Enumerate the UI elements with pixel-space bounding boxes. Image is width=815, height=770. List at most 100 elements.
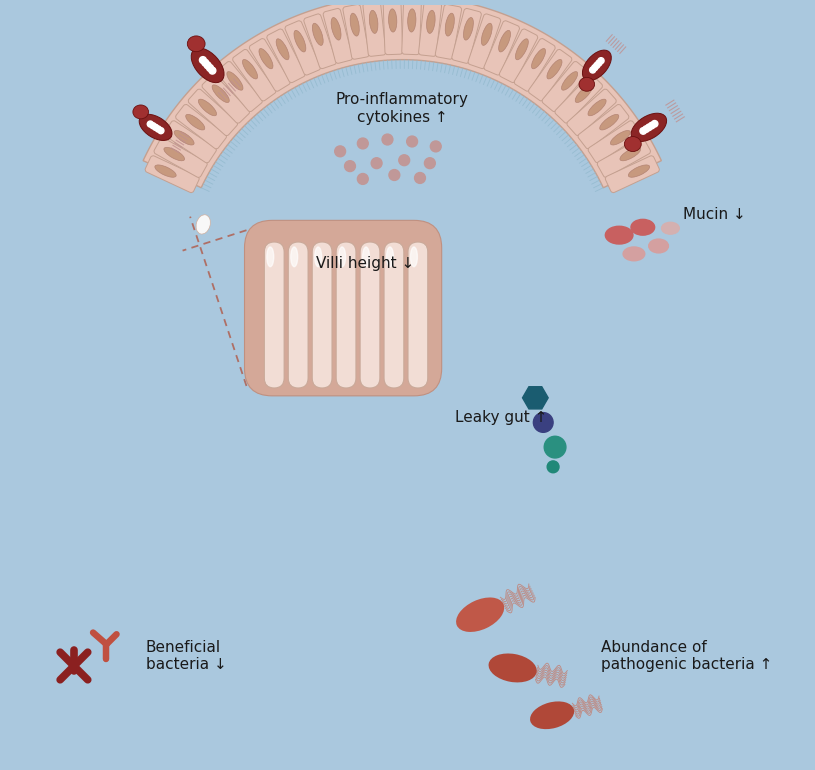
Circle shape — [544, 437, 566, 458]
FancyBboxPatch shape — [188, 89, 238, 136]
FancyBboxPatch shape — [419, 2, 442, 56]
FancyBboxPatch shape — [408, 242, 428, 388]
Ellipse shape — [575, 85, 593, 102]
Ellipse shape — [276, 38, 289, 60]
Ellipse shape — [628, 165, 650, 177]
Circle shape — [533, 413, 553, 432]
Circle shape — [645, 124, 652, 131]
Ellipse shape — [488, 654, 537, 682]
Ellipse shape — [600, 115, 619, 130]
Ellipse shape — [606, 226, 633, 244]
FancyBboxPatch shape — [484, 21, 519, 75]
Ellipse shape — [339, 247, 346, 266]
Polygon shape — [143, 0, 662, 188]
Circle shape — [152, 124, 159, 130]
Circle shape — [371, 158, 382, 169]
Ellipse shape — [499, 30, 510, 52]
FancyBboxPatch shape — [145, 156, 199, 192]
Ellipse shape — [350, 13, 359, 36]
FancyBboxPatch shape — [264, 242, 284, 388]
FancyBboxPatch shape — [500, 29, 538, 82]
FancyBboxPatch shape — [452, 8, 482, 63]
Circle shape — [640, 128, 646, 134]
Circle shape — [643, 126, 650, 132]
Circle shape — [399, 155, 410, 166]
Ellipse shape — [531, 49, 545, 69]
Ellipse shape — [331, 18, 341, 40]
Text: Leaky gut ↑: Leaky gut ↑ — [456, 410, 548, 425]
Ellipse shape — [139, 114, 172, 140]
Circle shape — [205, 62, 211, 69]
Circle shape — [158, 128, 164, 134]
Circle shape — [150, 122, 156, 129]
Circle shape — [425, 158, 435, 169]
Text: Beneficial
bacteria ↓: Beneficial bacteria ↓ — [146, 640, 227, 672]
Circle shape — [596, 60, 602, 66]
Ellipse shape — [196, 215, 210, 234]
Ellipse shape — [631, 219, 654, 235]
FancyBboxPatch shape — [360, 242, 380, 388]
Ellipse shape — [192, 48, 224, 82]
FancyBboxPatch shape — [578, 105, 629, 149]
Ellipse shape — [547, 59, 562, 79]
Ellipse shape — [583, 50, 611, 81]
FancyBboxPatch shape — [383, 1, 403, 55]
Text: Pro-inflammatory
cytokines ↑: Pro-inflammatory cytokines ↑ — [336, 92, 469, 125]
Ellipse shape — [530, 701, 574, 729]
Circle shape — [155, 126, 161, 132]
Circle shape — [202, 59, 209, 66]
Ellipse shape — [624, 136, 641, 152]
Circle shape — [649, 122, 655, 129]
Ellipse shape — [662, 223, 679, 234]
Ellipse shape — [426, 10, 435, 33]
FancyBboxPatch shape — [244, 220, 442, 396]
Circle shape — [589, 67, 596, 73]
FancyBboxPatch shape — [217, 62, 262, 112]
Ellipse shape — [562, 72, 578, 90]
Ellipse shape — [291, 247, 297, 266]
FancyBboxPatch shape — [154, 138, 207, 178]
FancyBboxPatch shape — [566, 89, 616, 136]
Ellipse shape — [445, 13, 454, 36]
Ellipse shape — [212, 85, 229, 102]
Ellipse shape — [649, 239, 668, 253]
Ellipse shape — [464, 18, 474, 40]
FancyBboxPatch shape — [542, 62, 588, 112]
Ellipse shape — [579, 77, 595, 91]
FancyBboxPatch shape — [588, 121, 641, 163]
Ellipse shape — [294, 30, 306, 52]
Circle shape — [206, 65, 214, 72]
FancyBboxPatch shape — [232, 49, 276, 101]
Circle shape — [430, 141, 441, 152]
Ellipse shape — [610, 130, 630, 145]
Ellipse shape — [588, 99, 606, 116]
Ellipse shape — [198, 99, 217, 116]
FancyBboxPatch shape — [514, 38, 555, 92]
Ellipse shape — [456, 598, 504, 632]
FancyBboxPatch shape — [312, 242, 332, 388]
FancyBboxPatch shape — [285, 21, 320, 75]
Ellipse shape — [187, 36, 205, 52]
FancyBboxPatch shape — [468, 14, 500, 69]
Ellipse shape — [515, 38, 528, 60]
Ellipse shape — [155, 165, 176, 177]
Circle shape — [547, 461, 559, 473]
FancyBboxPatch shape — [324, 8, 353, 63]
Ellipse shape — [389, 8, 397, 32]
FancyBboxPatch shape — [402, 1, 421, 55]
Circle shape — [415, 172, 425, 183]
FancyBboxPatch shape — [528, 49, 572, 101]
Ellipse shape — [315, 247, 322, 266]
Circle shape — [148, 121, 153, 127]
Text: Villi height ↓: Villi height ↓ — [315, 256, 414, 271]
FancyBboxPatch shape — [363, 2, 386, 56]
Ellipse shape — [631, 113, 667, 142]
Ellipse shape — [620, 147, 641, 161]
Ellipse shape — [259, 49, 273, 69]
Ellipse shape — [133, 105, 148, 119]
Circle shape — [358, 173, 368, 184]
FancyBboxPatch shape — [343, 5, 369, 59]
Text: Abundance of
pathogenic bacteria ↑: Abundance of pathogenic bacteria ↑ — [601, 640, 773, 672]
Circle shape — [598, 58, 604, 64]
Text: Mucin ↓: Mucin ↓ — [683, 207, 746, 222]
